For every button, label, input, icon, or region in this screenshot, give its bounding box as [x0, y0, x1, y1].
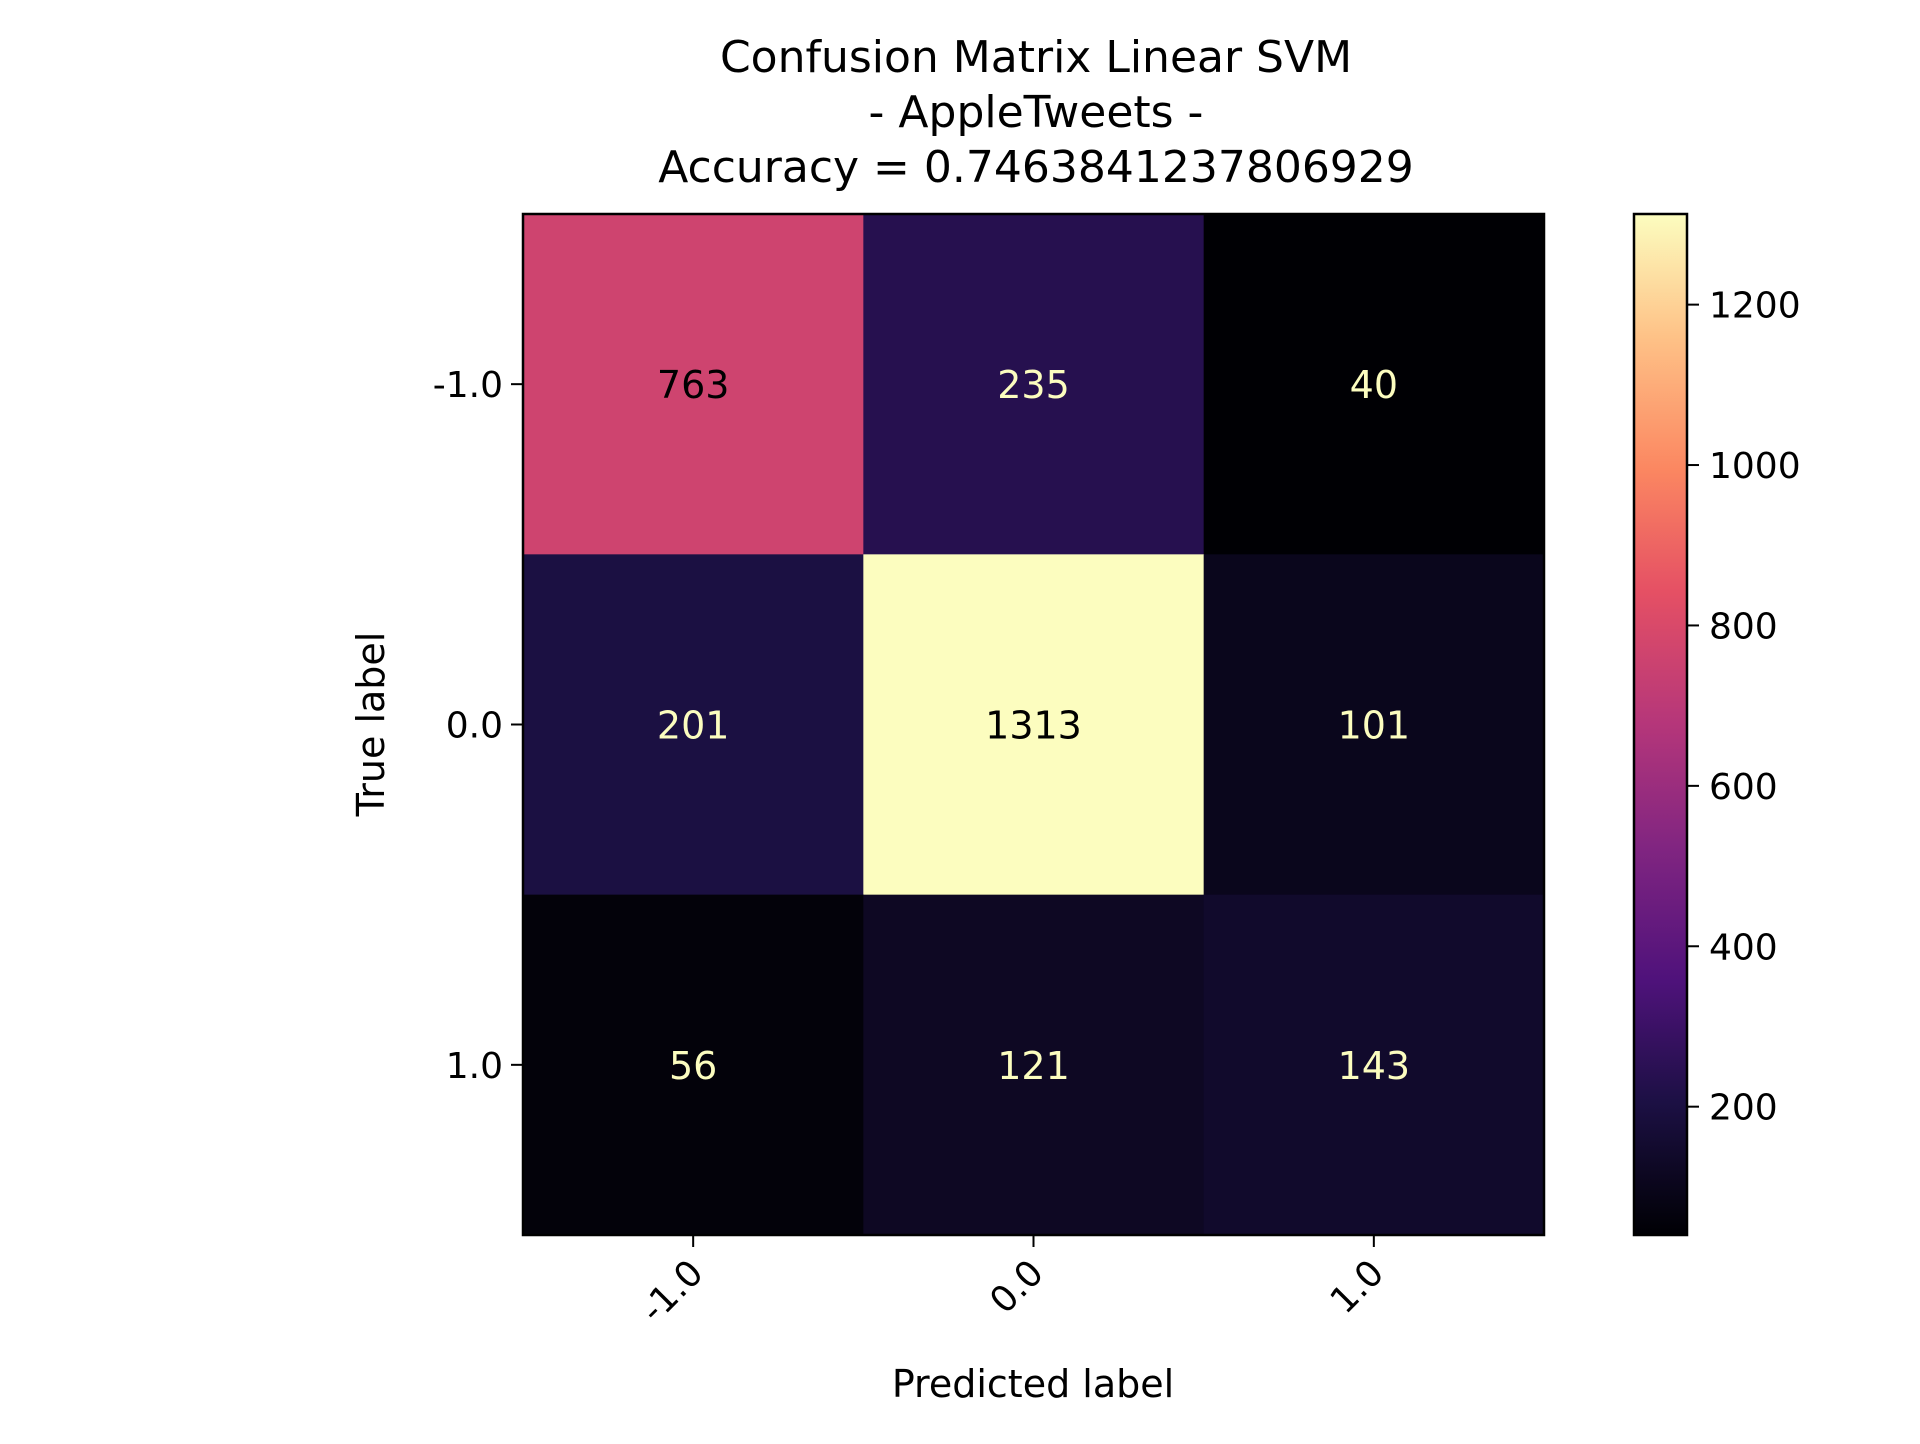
- heatmap-cell-r1-c0: [523, 554, 864, 896]
- y-tick-label: -1.0: [433, 365, 503, 406]
- heatmap-cell-r1-c2: [1203, 554, 1545, 896]
- y-tick-label: 0.0: [446, 706, 503, 747]
- cell-value-r1-c0: 201: [657, 704, 730, 748]
- x-axis-ticks: -1.0 0.0 1.0: [633, 1235, 1392, 1331]
- x-axis-label: Predicted label: [892, 1362, 1174, 1406]
- x-tick-label: 1.0: [1323, 1252, 1392, 1321]
- heatmap-cells: [523, 214, 1545, 1236]
- cell-value-r2-c2: 143: [1338, 1044, 1411, 1088]
- heatmap-cell-r2-c2: [1203, 894, 1545, 1236]
- cell-value-r2-c0: 56: [669, 1044, 717, 1088]
- heatmap-cell-r2-c0: [523, 894, 864, 1236]
- y-axis-ticks: -1.0 0.0 1.0: [433, 365, 523, 1087]
- cell-value-r1-c1: 1313: [985, 704, 1082, 748]
- colorbar-tick-label: 1200: [1709, 286, 1801, 327]
- heatmap-cell-labels: 763 235 40 201 1313 101 56 121 143: [657, 363, 1410, 1088]
- heatmap-cell-r0-c2: [1203, 214, 1545, 555]
- x-tick-label: -1.0: [633, 1252, 712, 1331]
- cell-value-r2-c1: 121: [997, 1044, 1070, 1088]
- colorbar-tick-label: 1000: [1709, 446, 1801, 487]
- colorbar-tick-label: 800: [1709, 606, 1778, 647]
- colorbar-ticks: 200 400 600 800 1000 1200: [1687, 286, 1801, 1129]
- title-line-3: Accuracy = 0.7463841237806929: [658, 142, 1414, 193]
- title-line-1: Confusion Matrix Linear SVM: [720, 32, 1352, 83]
- colorbar-frame: [1632, 212, 1689, 1237]
- cell-value-r0-c1: 235: [997, 363, 1070, 407]
- colorbar-tick-label: 200: [1709, 1088, 1778, 1129]
- heatmap-cell-r1-c1: [863, 554, 1205, 896]
- heatmap-cell-r0-c1: [863, 214, 1205, 555]
- colorbar-tick-label: 600: [1709, 767, 1778, 808]
- x-tick-label: 0.0: [982, 1252, 1051, 1321]
- cell-value-r0-c0: 763: [657, 363, 730, 407]
- y-tick-label: 1.0: [446, 1046, 503, 1087]
- heatmap-cell-r0-c0: [523, 214, 864, 555]
- cell-value-r0-c2: 40: [1350, 363, 1398, 407]
- title-line-2: - AppleTweets -: [869, 87, 1204, 138]
- cell-value-r1-c2: 101: [1338, 704, 1411, 748]
- colorbar-gradient: [1634, 214, 1687, 1235]
- chart-title: Confusion Matrix Linear SVM - AppleTweet…: [658, 32, 1414, 193]
- heatmap-cell-r2-c1: [863, 894, 1205, 1236]
- y-axis-label: True label: [349, 632, 393, 818]
- colorbar-tick-label: 400: [1709, 927, 1778, 968]
